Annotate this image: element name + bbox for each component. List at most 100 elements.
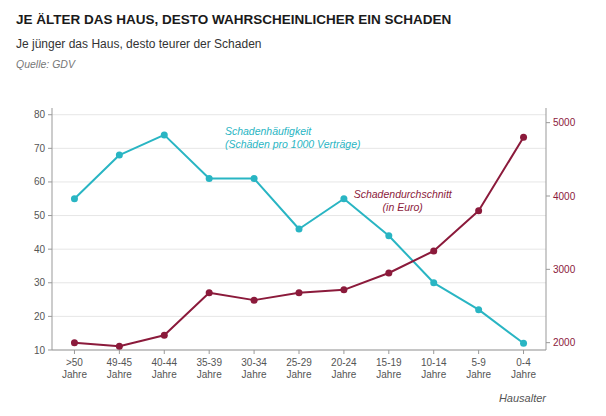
tick [254,350,255,354]
plot-area [71,131,527,349]
tick-label: 5000 [553,117,576,128]
text-line: Schadendurchschnitt [354,188,453,200]
series-line [74,135,523,343]
tick [48,350,52,351]
text-line: Jahre [331,369,356,380]
tick-label: 4000 [553,191,576,202]
tick-label: 80 [34,109,46,120]
data-point [296,226,303,233]
series-label: Schadendurchschnitt(in Euro) [354,188,453,213]
text-line: 30-34 [241,357,267,368]
tick-label: 20 [34,311,46,322]
data-point [71,195,78,202]
text-line: 5-9 [471,357,486,368]
data-point [161,131,168,138]
data-point [385,270,392,277]
data-point [206,175,213,182]
source: Quelle: GDV [16,58,76,70]
tick-label: 70 [34,143,46,154]
y-axis-line [52,108,53,350]
title: JE ÄLTER DAS HAUS, DESTO WAHRSCHEINLICHE… [16,12,451,27]
text-line: Jahre [286,369,311,380]
data-point [430,279,437,286]
tick-label: 0-4Jahre [511,357,536,380]
data-point [520,134,527,141]
text-line: Jahre [242,369,267,380]
data-point [340,195,347,202]
data-point [251,175,258,182]
tick [119,350,120,354]
tick-label: 25-29Jahre [286,357,312,380]
tick-label: 5-9Jahre [466,357,491,380]
tick-label: 30 [34,277,46,288]
text-line: Jahre [152,369,177,380]
data-point [475,306,482,313]
tick-label: 15-19Jahre [376,357,402,380]
data-point [161,332,168,339]
chart: JE ÄLTER DAS HAUS, DESTO WAHRSCHEINLICHE… [0,0,606,416]
data-point [520,340,527,347]
data-point [116,343,123,350]
tick-label: 50 [34,210,46,221]
tick-label: 10 [34,345,46,356]
tick [48,114,52,115]
text-line: 10-14 [421,357,447,368]
series-label: Schadenhäufigkeit(Schäden pro 1000 Vertr… [225,125,361,150]
data-point [340,286,347,293]
tick-label: 35-39Jahre [196,357,222,380]
tick-label: 30-34Jahre [241,357,267,380]
text-line: Jahre [511,369,536,380]
data-point [296,289,303,296]
data-point [71,339,78,346]
tick [343,350,344,354]
tick [48,249,52,250]
grid-line [52,114,546,115]
tick [546,122,550,123]
grid-line [52,249,546,250]
tick [48,215,52,216]
tick [478,350,479,354]
text-line: Jahre [62,369,87,380]
tick [433,350,434,354]
text-line: 0-4 [516,357,531,368]
text-line: (Schäden pro 1000 Verträge) [225,138,361,150]
tick [74,350,75,354]
text-line: >50 [66,357,83,368]
text-line: Schadenhäufigkeit [225,125,312,137]
tick [209,350,210,354]
text-line: Jahre [421,369,446,380]
tick-label: 49-45Jahre [107,357,133,380]
x-axis-label: Hausalter [499,392,547,404]
grid-line [52,181,546,182]
tick-label: 20-24Jahre [331,357,357,380]
tick [546,269,550,270]
tick [48,316,52,317]
data-point [116,152,123,159]
tick-label: 40 [34,244,46,255]
text-line: 25-29 [286,357,312,368]
text-line: Jahre [197,369,222,380]
tick [48,148,52,149]
tick [299,350,300,354]
series-line [74,137,523,346]
data-point [430,248,437,255]
text-line: Jahre [466,369,491,380]
text-line: Jahre [107,369,132,380]
tick-label: 10-14Jahre [421,357,447,380]
data-point [206,289,213,296]
tick-label: 60 [34,176,46,187]
tick-label: >50Jahre [62,357,87,380]
data-point [251,297,258,304]
text-line: 15-19 [376,357,402,368]
y2-axis-line [546,108,547,350]
tick-label: 3000 [553,264,576,275]
grid-line [52,282,546,283]
text-line: 20-24 [331,357,357,368]
grid-line [52,316,546,317]
text-line: Jahre [376,369,401,380]
tick [546,196,550,197]
tick [164,350,165,354]
tick [546,342,550,343]
text-line: 40-44 [151,357,177,368]
tick-label: 40-44Jahre [151,357,177,380]
